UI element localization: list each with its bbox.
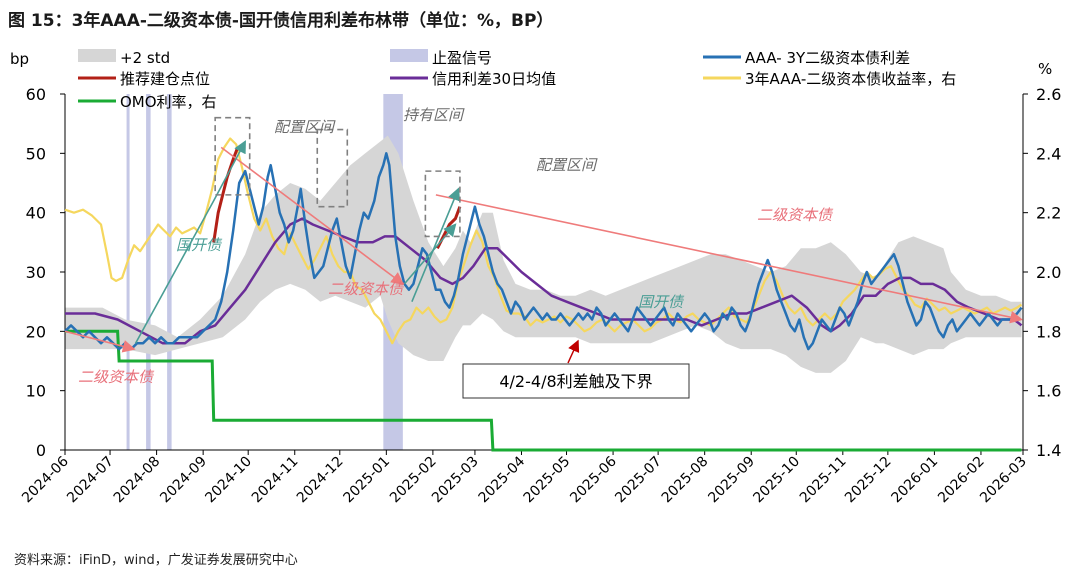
x-tick-label: 2024-12 [294, 454, 347, 507]
left-tick-label: 0 [36, 441, 46, 460]
right-tick-label: 1.4 [1036, 441, 1061, 460]
x-tick-label: 2025-05 [521, 454, 574, 507]
legend-label: 3年AAA-二级资本债收益率，右 [745, 70, 956, 88]
holding-interval-label: 持有区间 [403, 106, 465, 124]
x-tick-label: 2025-11 [797, 454, 850, 507]
x-tick-label: 2025-03 [429, 454, 482, 507]
right-tick-label: 2.4 [1036, 144, 1061, 163]
right-tick-label: 2.0 [1036, 263, 1061, 282]
x-tick-label: 2024-07 [64, 454, 117, 507]
x-tick-label: 2024-11 [249, 454, 302, 507]
x-tick-label: 2026-01 [889, 454, 942, 507]
tier2-label-2: 二级资本债 [757, 206, 834, 224]
x-tick-label: 2025-09 [705, 454, 758, 507]
left-tick-label: 30 [26, 263, 46, 282]
trend-arrow [64, 330, 136, 353]
figure-title: 图 15：3年AAA-二级资本债-国开债信用利差布林带（单位：%，BP） [8, 11, 554, 31]
left-tick-label: 60 [26, 85, 46, 104]
callout-box [462, 363, 690, 399]
cdb-label: 国开债 [176, 236, 223, 254]
legend-label: OMO利率，右 [120, 93, 217, 111]
left-tick-label: 40 [26, 204, 46, 223]
trend-arrow-green [403, 223, 457, 285]
right-tick-label: 2.2 [1036, 204, 1061, 223]
legend-label: 信用利差30日均值 [432, 70, 556, 88]
trend-arrow-green [134, 140, 246, 344]
callout-text: 4/2-4/8利差触及下界 [499, 372, 652, 391]
x-tick-label: 2025-07 [612, 454, 665, 507]
trend-arrow [220, 146, 405, 285]
legend-label: 止盈信号 [432, 49, 492, 67]
legend-label: +2 std [120, 49, 170, 67]
left-tick-label: 10 [26, 382, 46, 401]
spread-line [64, 152, 1023, 351]
x-tick-label: 2026-03 [977, 454, 1030, 507]
stop-signal-band [126, 94, 130, 450]
x-tick-label: 2024-06 [19, 453, 72, 506]
stop-signal-band [167, 94, 172, 450]
callout-arrow [567, 339, 580, 364]
omo-rate-line [65, 329, 1022, 452]
legend-swatch [390, 49, 428, 62]
x-tick-label: 2025-01 [340, 454, 393, 507]
left-tick-label: 50 [26, 144, 46, 163]
left-axis-unit: bp [10, 50, 29, 68]
x-tick-label: 2025-06 [567, 453, 620, 506]
trend-arrow [435, 194, 1024, 324]
right-tick-label: 2.6 [1036, 85, 1061, 104]
bollinger-band-area [65, 135, 1022, 373]
tier2-label: 二级资本债 [328, 280, 405, 298]
ma30-line [65, 217, 1023, 345]
allocation-interval-label: 配置区间 [274, 118, 336, 136]
legend-swatch [78, 49, 116, 62]
x-tick-label: 2024-10 [202, 454, 255, 507]
allocation-interval-label-2: 配置区间 [536, 156, 598, 174]
x-tick-label: 2025-12 [842, 454, 895, 507]
legend-label: 推荐建仓点位 [120, 70, 210, 88]
source-note: 资料来源：iFinD，wind，广发证券发展研究中心 [14, 553, 298, 568]
right-tick-label: 1.8 [1036, 322, 1061, 341]
bollinger-band-layer [65, 135, 1022, 373]
legend-label: AAA- 3Y二级资本债利差 [745, 49, 910, 67]
stop-signal-band [146, 94, 151, 450]
x-tick-label: 2025-08 [659, 454, 712, 507]
cdb-label-2: 国开债 [638, 293, 685, 311]
trend-arrow-green [411, 187, 461, 303]
left-tick-label: 20 [26, 322, 46, 341]
x-tick-label: 2024-09 [157, 454, 210, 507]
interval-box [316, 128, 349, 208]
interval-box [214, 116, 251, 196]
x-tick-label: 2025-04 [476, 453, 529, 506]
x-tick-label: 2025-10 [750, 454, 803, 507]
right-tick-label: 1.6 [1036, 382, 1061, 401]
x-tick-label: 2024-08 [111, 454, 164, 507]
bollinger-chart: 0 10 20 30 40 50 60 1.4 1.6 1.8 2.0 2.2 2.4 2.6 bp% 202… [10, 49, 1061, 507]
tier2-label-3: 二级资本债 [78, 368, 155, 386]
right-axis-unit: % [1038, 60, 1052, 78]
